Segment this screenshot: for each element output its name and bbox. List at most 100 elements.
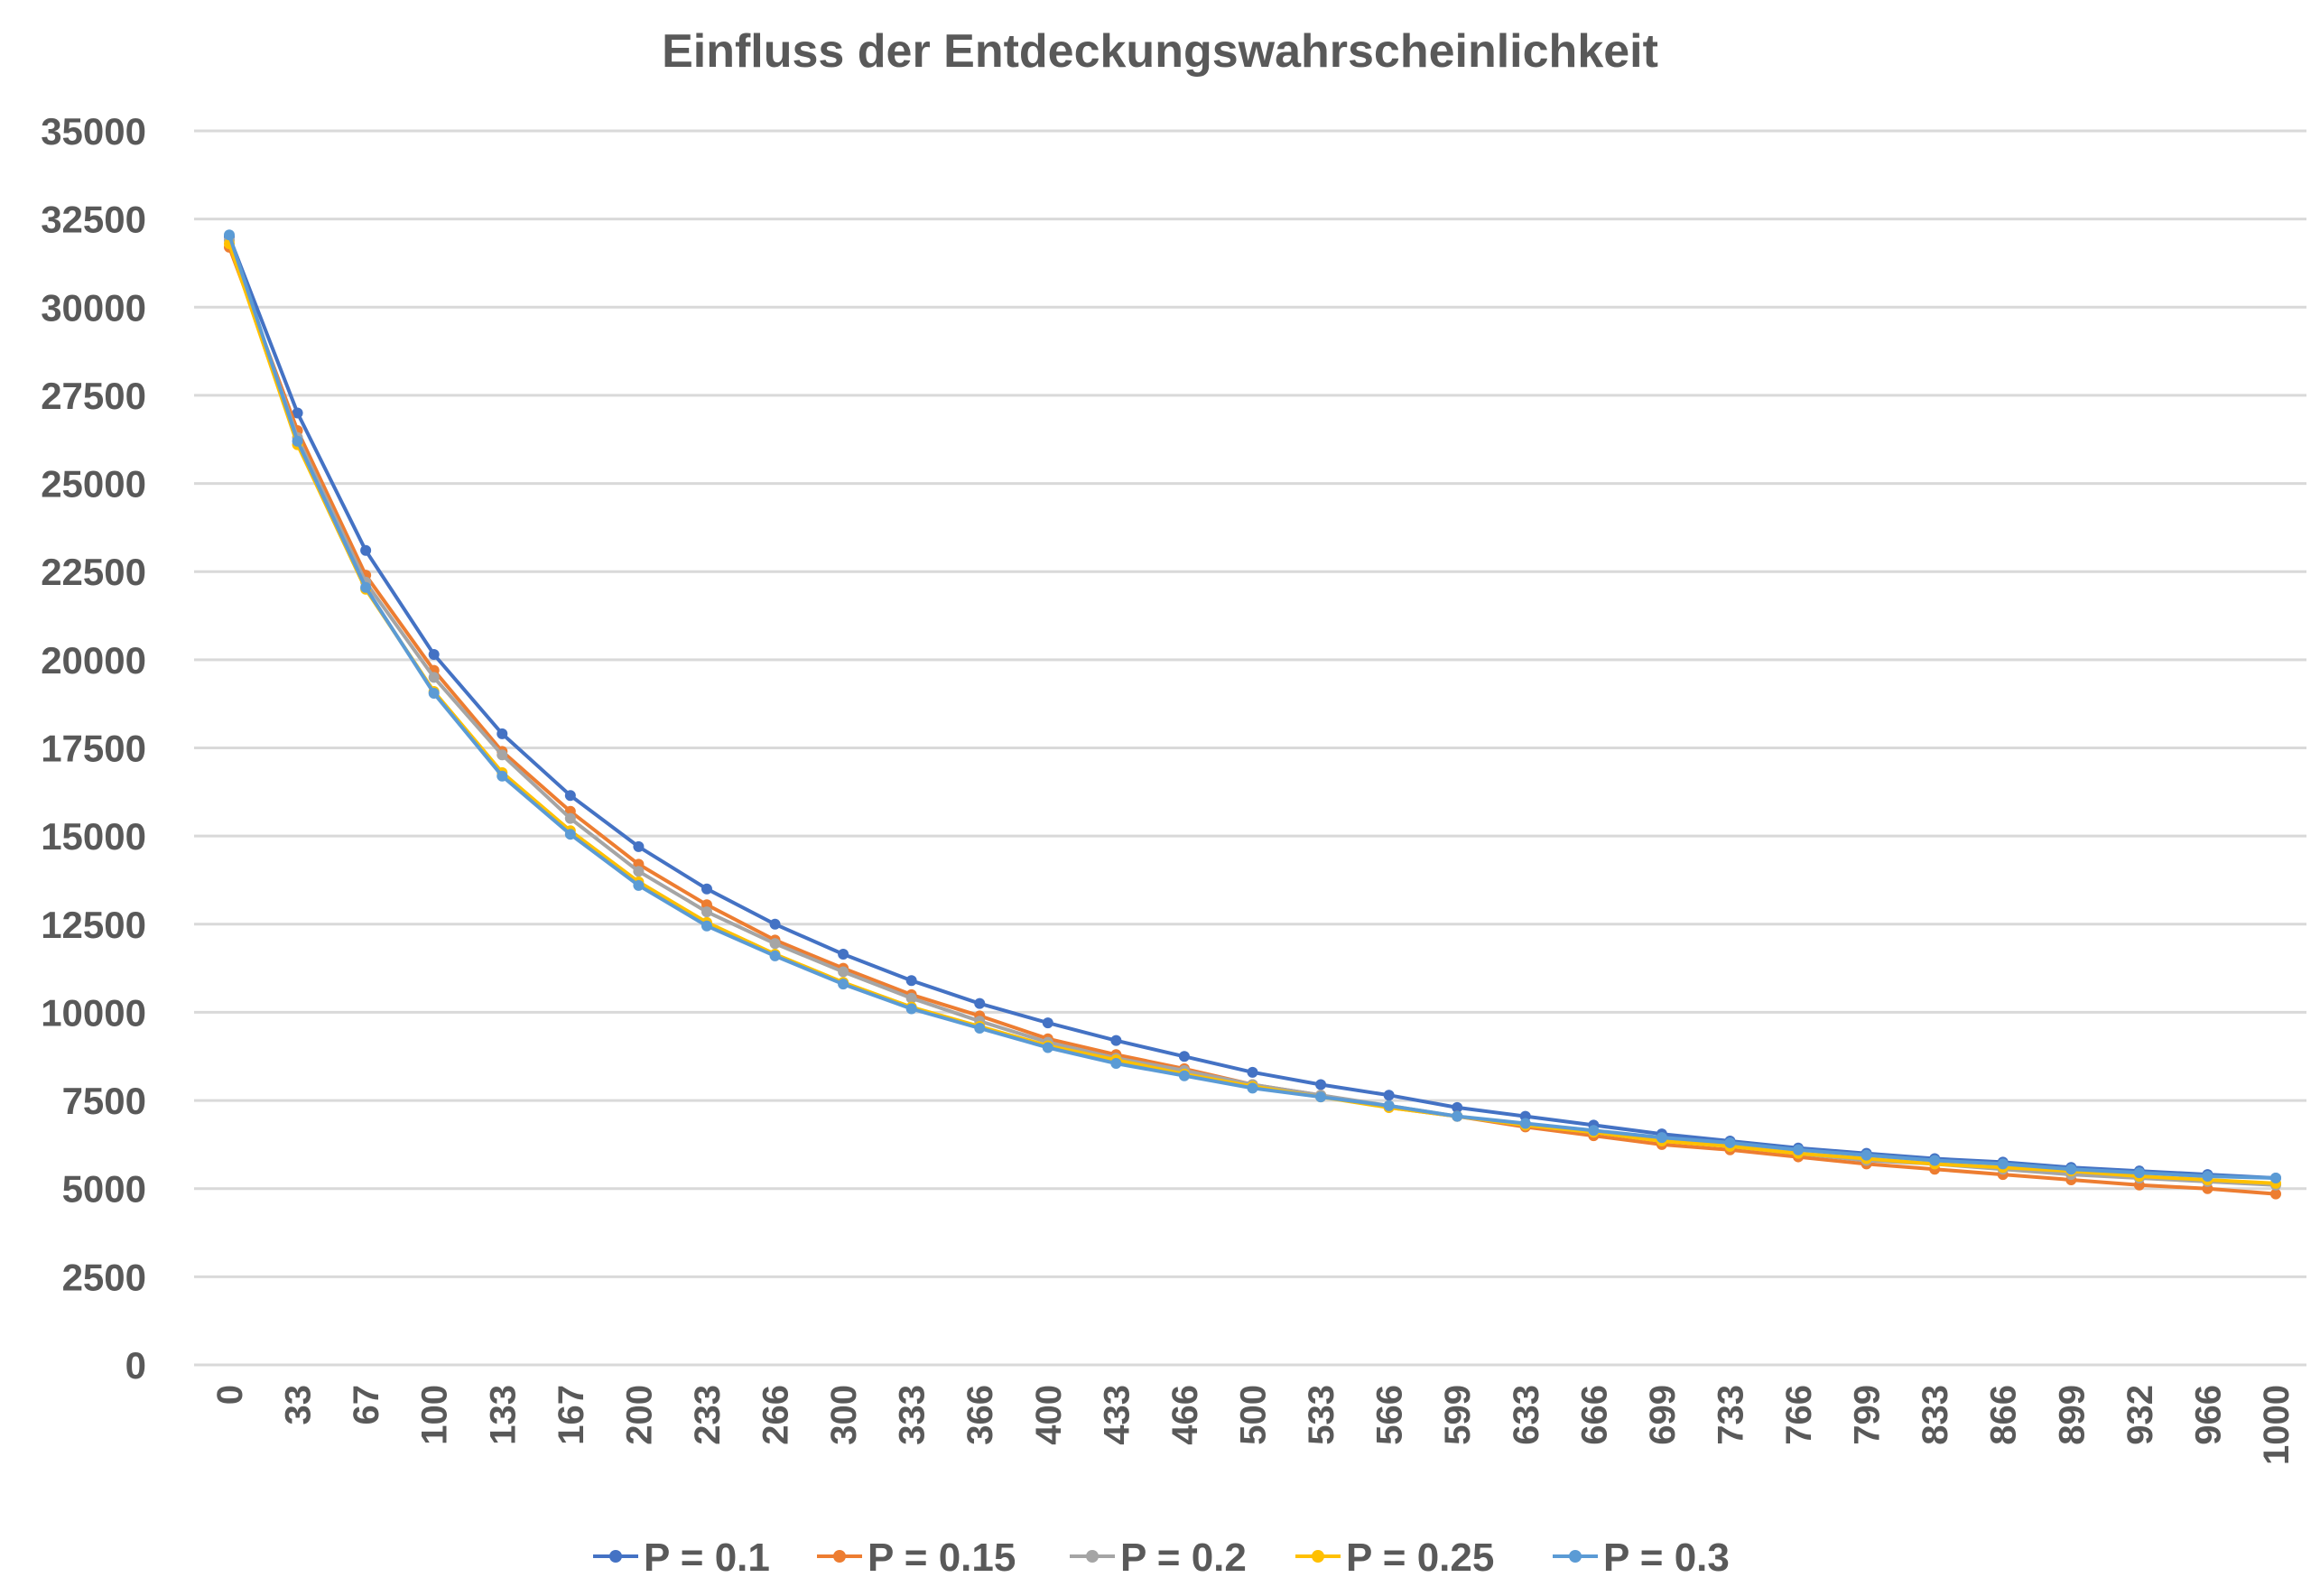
x-tick-label: 400: [1029, 1385, 1069, 1445]
x-tick-label: 866: [1984, 1385, 2024, 1445]
data-point: [428, 648, 440, 660]
data-point: [905, 1003, 917, 1015]
series-line: [227, 236, 2277, 1180]
data-point: [292, 435, 303, 447]
data-point: [1861, 1149, 1872, 1161]
data-point: [1793, 1144, 1805, 1155]
data-point: [1383, 1100, 1395, 1111]
x-tick-label: 366: [960, 1385, 1000, 1445]
series-lines: [224, 229, 2281, 1200]
data-point: [224, 229, 235, 241]
data-point: [428, 687, 440, 699]
data-point: [564, 829, 576, 840]
data-point: [1929, 1155, 1941, 1166]
x-tick-label: 966: [2188, 1385, 2228, 1445]
y-tick-label: 10000: [41, 991, 146, 1034]
y-tick-label: 15000: [41, 815, 146, 858]
legend-swatch-marker: [1312, 1550, 1324, 1563]
y-tick-label: 20000: [41, 639, 146, 682]
y-tick-label: 0: [125, 1344, 146, 1387]
y-tick-label: 7500: [62, 1080, 146, 1122]
x-tick-label: 333: [893, 1385, 933, 1445]
x-tick-label: 0: [210, 1385, 250, 1405]
data-point: [428, 672, 440, 683]
x-tick-label: 533: [1302, 1385, 1341, 1445]
data-point: [1042, 1042, 1053, 1053]
chart-title: Einfluss der Entdeckungswahrscheinlichke…: [662, 25, 1658, 78]
series-line: [227, 243, 2277, 1185]
data-point: [769, 950, 781, 961]
y-tick-label: 30000: [41, 286, 146, 329]
data-point: [1997, 1158, 2009, 1170]
data-point: [1452, 1110, 1463, 1122]
x-tick-label: 500: [1234, 1385, 1274, 1445]
series-line: [227, 239, 2277, 1187]
y-tick-label: 2500: [62, 1256, 146, 1298]
legend-item: P = 0.25: [1295, 1536, 1494, 1580]
x-tick-label: 899: [2052, 1385, 2092, 1445]
legend-swatch-marker: [833, 1550, 846, 1563]
data-point: [838, 966, 849, 978]
data-point: [1178, 1070, 1190, 1081]
data-point: [838, 979, 849, 990]
data-point: [1315, 1091, 1327, 1103]
data-point: [1110, 1058, 1122, 1070]
data-point: [2133, 1167, 2145, 1179]
x-tick-label: 633: [1507, 1385, 1546, 1445]
legend-swatch-marker: [1086, 1550, 1099, 1563]
data-point: [2270, 1188, 2281, 1200]
data-point: [360, 581, 372, 593]
data-point: [633, 866, 645, 877]
x-tick-label: 566: [1370, 1385, 1410, 1445]
data-point: [1452, 1101, 1463, 1113]
x-tick-label: 932: [2120, 1385, 2160, 1445]
data-point: [1178, 1051, 1190, 1062]
y-tick-label: 5000: [62, 1168, 146, 1211]
data-point: [701, 920, 712, 932]
y-axis-tick-labels: 0 2500 5000 7500 10000 12500 15000 17500 20000 22…: [41, 110, 146, 1387]
data-point: [633, 840, 645, 852]
data-point: [974, 998, 986, 1009]
x-tick-label: 699: [1643, 1385, 1683, 1445]
x-tick-label: 266: [756, 1385, 796, 1445]
data-point: [1110, 1035, 1122, 1046]
x-tick-label: 799: [1848, 1385, 1888, 1445]
data-point: [2270, 1172, 2281, 1183]
legend-item: P = 0.3: [1553, 1536, 1730, 1580]
x-tick-label: 666: [1574, 1385, 1614, 1445]
x-tick-label: 599: [1438, 1385, 1478, 1445]
data-point: [905, 975, 917, 987]
data-point: [292, 407, 303, 419]
data-point: [1656, 1132, 1667, 1144]
x-tick-label: 733: [1711, 1385, 1750, 1445]
legend-swatch-marker: [609, 1550, 622, 1563]
y-tick-label: 35000: [41, 110, 146, 153]
x-tick-label: 466: [1165, 1385, 1205, 1445]
legend-label: P = 0.15: [868, 1536, 1016, 1580]
legend-label: P = 0.2: [1120, 1536, 1247, 1580]
data-point: [496, 749, 508, 761]
series-1: [224, 231, 2281, 1183]
legend: P = 0.1 P = 0.15 P = 0.2 P = 0.25 P = 0.3: [593, 1536, 1730, 1580]
data-point: [974, 1023, 986, 1035]
data-point: [1724, 1137, 1736, 1148]
legend-label: P = 0.25: [1346, 1536, 1494, 1580]
x-tick-label: 300: [824, 1385, 864, 1445]
legend-item: P = 0.2: [1070, 1536, 1247, 1580]
data-point: [1315, 1079, 1327, 1090]
y-tick-label: 12500: [41, 904, 146, 946]
y-tick-label: 32500: [41, 199, 146, 241]
legend-item: P = 0.1: [593, 1536, 770, 1580]
data-point: [564, 790, 576, 802]
y-tick-label: 27500: [41, 375, 146, 417]
legend-item: P = 0.15: [817, 1536, 1016, 1580]
data-point: [769, 938, 781, 950]
x-tick-label: 200: [619, 1385, 659, 1445]
series-3: [224, 235, 2281, 1191]
data-point: [633, 879, 645, 891]
series-line: [227, 234, 2277, 1180]
data-point: [905, 992, 917, 1004]
data-point: [1042, 1017, 1053, 1029]
data-point: [769, 918, 781, 930]
